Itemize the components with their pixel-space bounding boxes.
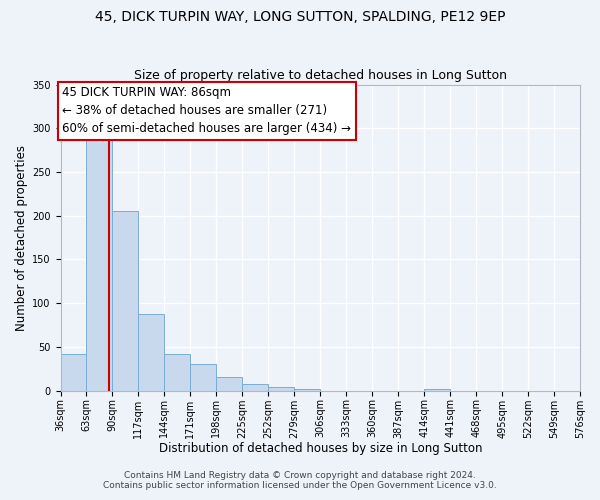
Bar — [139, 314, 164, 390]
Text: 45, DICK TURPIN WAY, LONG SUTTON, SPALDING, PE12 9EP: 45, DICK TURPIN WAY, LONG SUTTON, SPALDI… — [95, 10, 505, 24]
Bar — [294, 389, 320, 390]
Bar — [268, 387, 294, 390]
Text: Contains HM Land Registry data © Crown copyright and database right 2024.
Contai: Contains HM Land Registry data © Crown c… — [103, 470, 497, 490]
Bar — [424, 389, 450, 390]
Title: Size of property relative to detached houses in Long Sutton: Size of property relative to detached ho… — [134, 69, 507, 82]
Bar — [217, 376, 242, 390]
Bar — [242, 384, 268, 390]
Bar — [112, 212, 139, 390]
Text: 45 DICK TURPIN WAY: 86sqm
← 38% of detached houses are smaller (271)
60% of semi: 45 DICK TURPIN WAY: 86sqm ← 38% of detac… — [62, 86, 352, 136]
Bar — [61, 354, 86, 391]
Bar — [164, 354, 190, 391]
Bar — [86, 137, 112, 390]
Bar — [190, 364, 217, 390]
Y-axis label: Number of detached properties: Number of detached properties — [15, 144, 28, 330]
X-axis label: Distribution of detached houses by size in Long Sutton: Distribution of detached houses by size … — [158, 442, 482, 455]
